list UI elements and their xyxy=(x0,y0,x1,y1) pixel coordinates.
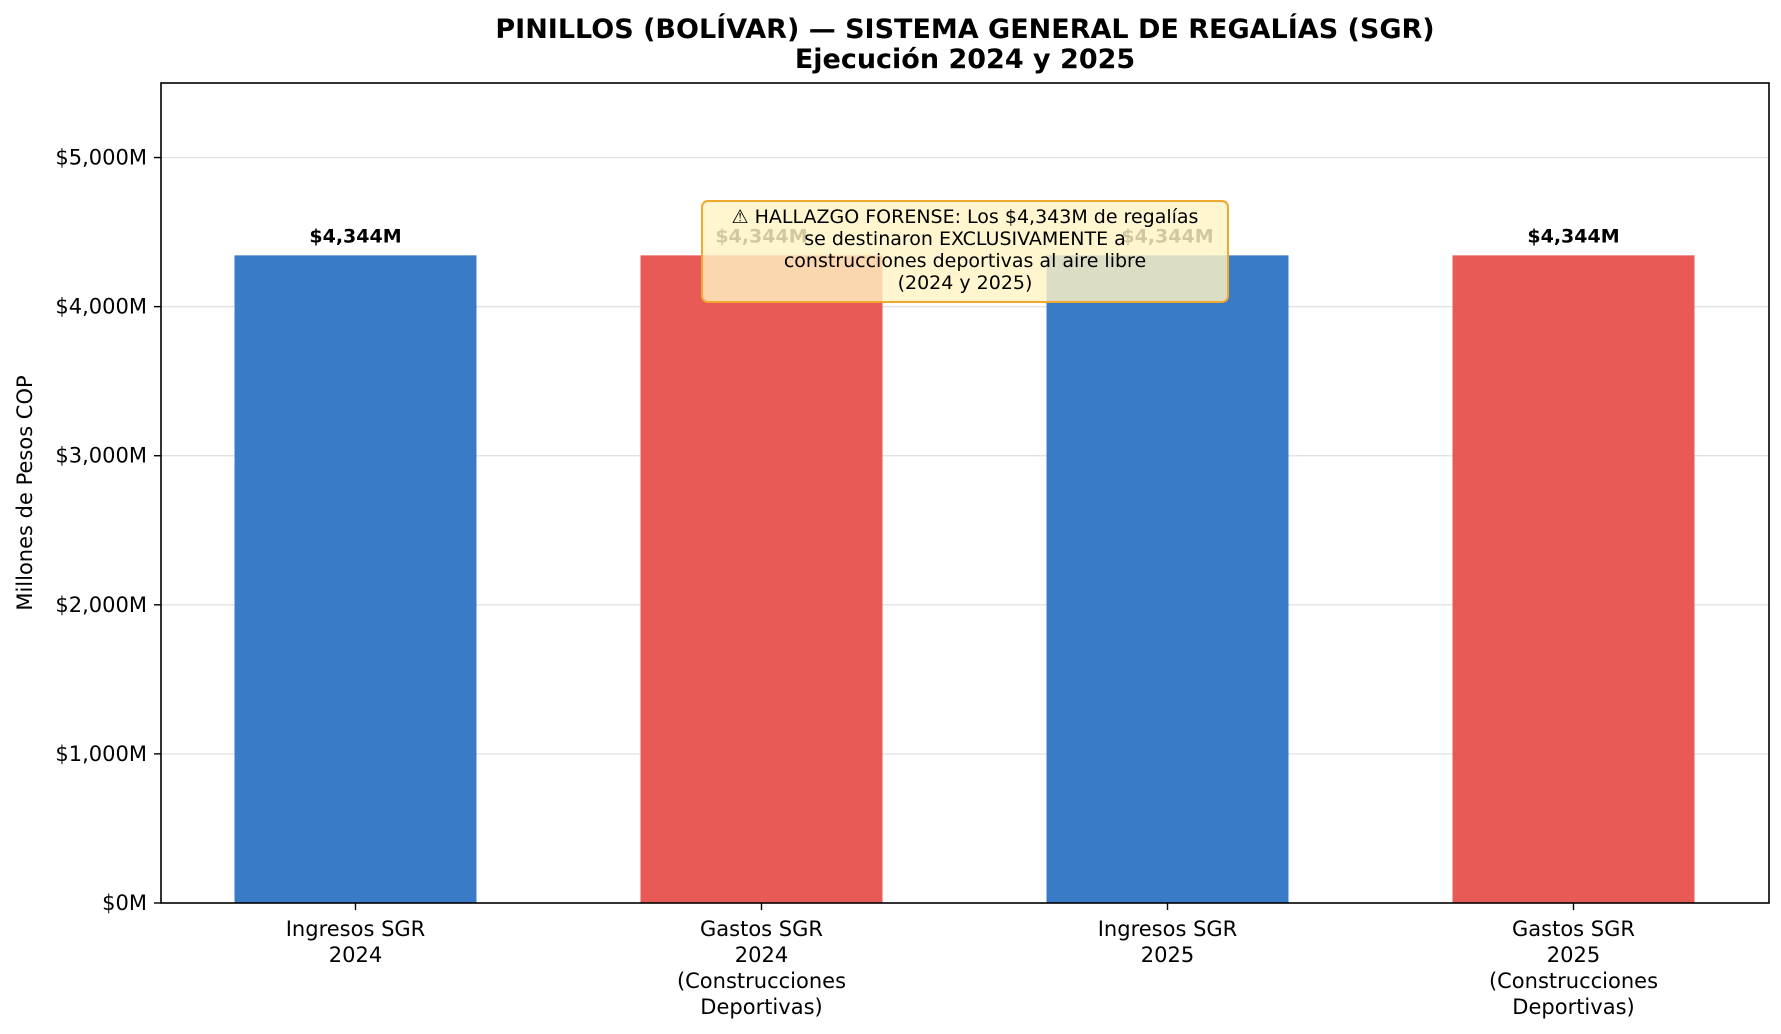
x-tick-label: 2024 xyxy=(735,943,788,967)
chart-title: PINILLOS (BOLÍVAR) — SISTEMA GENERAL DE … xyxy=(495,13,1434,45)
x-tick-label: Ingresos SGR xyxy=(286,917,426,941)
data-label: $4,344M xyxy=(309,225,401,247)
x-tick-label: 2025 xyxy=(1547,943,1600,967)
bar xyxy=(234,255,477,903)
bar xyxy=(640,255,883,903)
x-tick-label: Deportivas) xyxy=(700,995,822,1019)
y-axis-label: Millones de Pesos COP xyxy=(13,375,37,610)
x-tick-label: Gastos SGR xyxy=(1512,917,1635,941)
data-label: $4,344M xyxy=(1527,225,1619,247)
annotation-box xyxy=(701,200,1229,303)
plot-frame xyxy=(160,82,1770,904)
y-tick-label: $5,000M xyxy=(55,146,147,170)
x-tick-label: 2024 xyxy=(329,943,382,967)
y-tick-label: $4,000M xyxy=(55,295,147,319)
bar xyxy=(1046,255,1289,903)
annotation-text: se destinaron EXCLUSIVAMENTE a xyxy=(804,228,1126,250)
y-tick-label: $1,000M xyxy=(55,742,147,766)
chart-subtitle: Ejecución 2024 y 2025 xyxy=(795,44,1135,75)
x-tick-label: (Construcciones xyxy=(1489,969,1658,993)
x-tick-label: Ingresos SGR xyxy=(1098,917,1238,941)
y-tick-label: $0M xyxy=(102,891,147,915)
x-tick-label: Deportivas) xyxy=(1512,995,1634,1019)
x-tick-label: 2025 xyxy=(1141,943,1194,967)
annotation-text: (2024 y 2025) xyxy=(898,272,1033,294)
annotation-text: construcciones deportivas al aire libre xyxy=(784,250,1146,272)
annotation-text: ⚠ HALLAZGO FORENSE: Los $4,343M de regal… xyxy=(732,206,1199,228)
x-tick-label: Gastos SGR xyxy=(700,917,823,941)
bar xyxy=(1452,255,1695,903)
y-tick-label: $2,000M xyxy=(55,593,147,617)
x-tick-label: (Construcciones xyxy=(677,969,846,993)
y-tick-label: $3,000M xyxy=(55,444,147,468)
